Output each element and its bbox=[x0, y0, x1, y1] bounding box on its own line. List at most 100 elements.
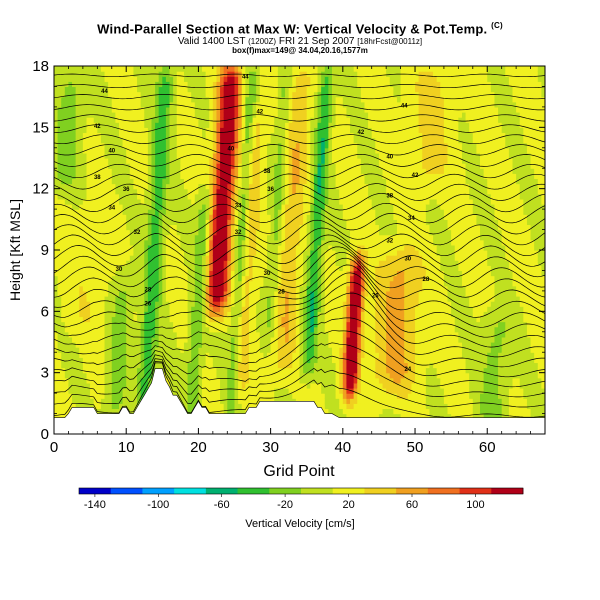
field-cell bbox=[140, 301, 145, 307]
field-cell bbox=[241, 326, 246, 333]
field-cell bbox=[93, 265, 98, 272]
field-cell bbox=[162, 147, 167, 154]
field-cell bbox=[281, 127, 286, 134]
field-cell bbox=[270, 168, 275, 174]
field-cell bbox=[173, 260, 178, 266]
field-cell bbox=[241, 377, 246, 384]
field-cell bbox=[299, 147, 304, 154]
field-cell bbox=[68, 362, 73, 369]
field-cell bbox=[183, 316, 189, 323]
field-cell bbox=[165, 198, 171, 205]
field-cell bbox=[187, 173, 192, 180]
field-cell bbox=[93, 101, 98, 108]
field-cell bbox=[122, 342, 127, 348]
field-cell bbox=[187, 198, 192, 205]
field-cell bbox=[281, 122, 286, 128]
field-cell bbox=[111, 285, 116, 292]
field-cell bbox=[155, 234, 160, 241]
field-cell bbox=[129, 234, 135, 241]
field-cell bbox=[54, 331, 59, 338]
field-cell bbox=[227, 188, 232, 195]
field-cell bbox=[263, 214, 268, 220]
field-cell bbox=[126, 86, 131, 93]
field-cell bbox=[274, 147, 279, 154]
field-cell bbox=[274, 198, 279, 205]
field-cell bbox=[292, 132, 297, 139]
field-cell bbox=[202, 372, 207, 379]
field-cell bbox=[285, 342, 290, 348]
field-cell bbox=[274, 163, 279, 169]
field-cell bbox=[93, 117, 98, 123]
field-cell bbox=[54, 382, 59, 389]
field-cell bbox=[137, 158, 142, 164]
field-cell bbox=[241, 331, 246, 338]
field-cell bbox=[129, 403, 135, 410]
field-cell bbox=[252, 91, 257, 98]
field-cell bbox=[285, 96, 290, 103]
field-cell bbox=[212, 336, 218, 343]
field-cell bbox=[129, 372, 135, 379]
field-cell bbox=[209, 403, 214, 410]
field-cell bbox=[140, 158, 145, 164]
field-cell bbox=[158, 347, 163, 353]
field-cell bbox=[137, 112, 142, 118]
field-cell bbox=[158, 352, 163, 358]
field-cell bbox=[238, 204, 243, 210]
field-cell bbox=[209, 214, 214, 220]
field-cell bbox=[180, 81, 185, 88]
field-cell bbox=[299, 342, 304, 348]
field-cell bbox=[292, 147, 297, 154]
field-cell bbox=[155, 86, 160, 93]
field-cell bbox=[223, 352, 228, 358]
field-cell bbox=[187, 398, 192, 404]
field-cell bbox=[147, 367, 153, 374]
field-cell bbox=[180, 198, 185, 205]
field-cell bbox=[111, 224, 116, 231]
field-cell bbox=[115, 388, 120, 394]
field-cell bbox=[202, 188, 207, 195]
field-cell bbox=[155, 122, 160, 128]
field-cell bbox=[285, 132, 290, 139]
field-cell bbox=[295, 219, 301, 226]
field-cell bbox=[245, 152, 250, 159]
field-cell bbox=[79, 290, 84, 297]
field-cell bbox=[198, 275, 203, 282]
field-cell bbox=[299, 66, 304, 72]
field-cell bbox=[144, 290, 149, 297]
field-cell bbox=[82, 316, 88, 323]
field-cell bbox=[252, 71, 257, 77]
field-cell bbox=[241, 198, 246, 205]
field-cell bbox=[288, 255, 293, 261]
field-cell bbox=[75, 367, 80, 374]
field-cell bbox=[122, 101, 127, 108]
field-cell bbox=[118, 142, 124, 149]
field-cell bbox=[205, 296, 210, 302]
field-cell bbox=[129, 290, 135, 297]
field-cell bbox=[118, 168, 124, 174]
field-cell bbox=[54, 214, 59, 220]
field-cell bbox=[129, 265, 135, 272]
field-cell bbox=[245, 316, 250, 323]
field-cell bbox=[129, 152, 135, 159]
field-cell bbox=[292, 81, 297, 88]
field-cell bbox=[205, 398, 210, 404]
field-cell bbox=[155, 96, 160, 103]
field-cell bbox=[292, 244, 297, 251]
field-cell bbox=[54, 280, 59, 287]
field-cell bbox=[248, 388, 254, 394]
field-cell bbox=[86, 158, 91, 164]
field-cell bbox=[129, 229, 135, 236]
field-cell bbox=[216, 326, 221, 333]
field-cell bbox=[108, 382, 113, 389]
field-cell bbox=[108, 244, 113, 251]
field-cell bbox=[202, 132, 207, 139]
field-cell bbox=[292, 393, 297, 399]
field-cell bbox=[248, 86, 254, 93]
field-cell bbox=[227, 352, 232, 358]
field-cell bbox=[227, 152, 232, 159]
field-cell bbox=[68, 265, 73, 272]
field-cell bbox=[187, 188, 192, 195]
field-cell bbox=[216, 301, 221, 307]
field-cell bbox=[97, 106, 102, 113]
field-cell bbox=[295, 204, 301, 210]
